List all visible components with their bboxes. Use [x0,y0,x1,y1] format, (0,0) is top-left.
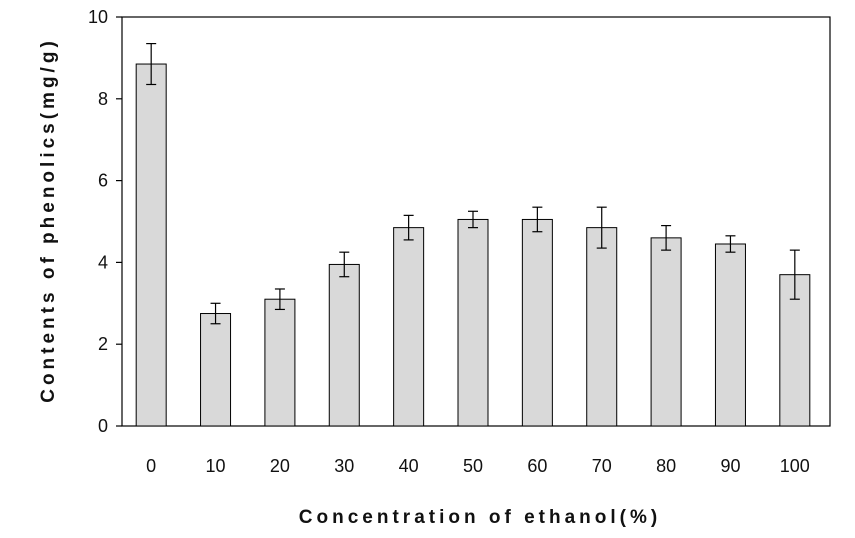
y-tick-label: 4 [98,252,108,272]
x-tick-label: 0 [146,456,156,476]
y-tick-label: 2 [98,334,108,354]
x-tick-label: 100 [780,456,810,476]
bar [714,243,746,427]
y-tick-label: 6 [98,171,108,191]
x-tick-label: 10 [206,456,226,476]
y-tick-label: 8 [98,89,108,109]
x-tick-label: 40 [399,456,419,476]
y-axis-title: Contents of phenolics(mg/g) [38,37,59,403]
bar [393,227,425,427]
y-axis: 0 2 4 6 8 10 [88,7,122,436]
x-tick-label: 20 [270,456,290,476]
bar [328,263,360,427]
bar [135,63,167,427]
y-tick-label: 10 [88,7,108,27]
x-tick-label: 60 [527,456,547,476]
bar [200,313,232,427]
bar [586,227,618,427]
bar [521,218,553,427]
x-axis: 0 10 20 30 40 50 60 70 80 90 100 [146,456,810,476]
bar [264,298,296,427]
y-tick-label: 0 [98,416,108,436]
error-bars [146,42,800,325]
x-tick-label: 30 [334,456,354,476]
x-tick-label: 80 [656,456,676,476]
x-axis-title: Concentration of ethanol(%) [299,507,661,528]
bar [457,218,489,427]
x-tick-label: 50 [463,456,483,476]
x-tick-label: 90 [720,456,740,476]
bars [135,63,811,427]
bar [650,237,682,427]
x-tick-label: 70 [592,456,612,476]
